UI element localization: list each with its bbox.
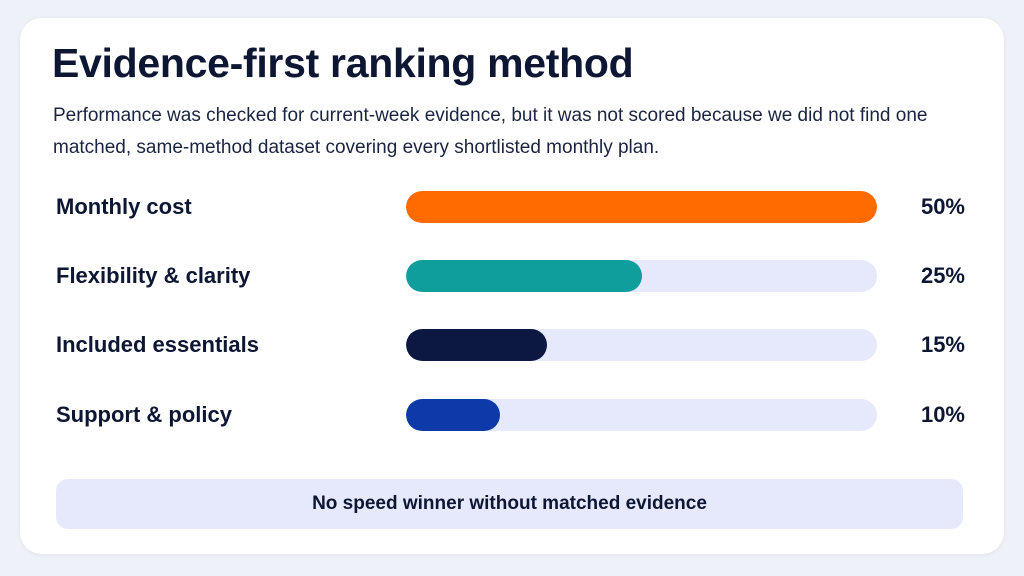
- ranking-method-card: Evidence-first ranking method Performanc…: [20, 18, 1004, 554]
- weight-bar-track: [406, 399, 877, 431]
- weight-bar-fill: [406, 191, 877, 223]
- weight-label: Flexibility & clarity: [56, 263, 251, 288]
- weight-bar-fill: [406, 399, 501, 431]
- weight-row: Flexibility & clarity 25%: [20, 260, 1004, 292]
- weight-value: 25%: [920, 263, 965, 288]
- weight-bar-fill: [406, 329, 548, 361]
- weight-bar-fill: [406, 260, 642, 292]
- weight-label: Included essentials: [56, 332, 259, 357]
- page-title: Evidence-first ranking method: [52, 40, 634, 86]
- weight-bar-track: [406, 329, 877, 361]
- weight-value: 50%: [920, 194, 965, 219]
- weight-value: 15%: [920, 332, 965, 357]
- weight-row: Support & policy 10%: [20, 399, 1004, 431]
- weight-bar-track: [406, 260, 877, 292]
- weight-label: Monthly cost: [56, 194, 192, 219]
- weight-row: Monthly cost 50%: [20, 191, 1004, 223]
- weight-label: Support & policy: [56, 402, 232, 427]
- weight-bar-chart: Monthly cost 50% Flexibility & clarity 25% I…: [20, 18, 1004, 554]
- weight-row: Included essentials 15%: [20, 329, 1004, 361]
- evidence-note-banner: No speed winner without matched evidence: [56, 479, 963, 529]
- weight-bar-track: [406, 191, 877, 223]
- weight-value: 10%: [920, 402, 965, 427]
- page-subtitle: Performance was checked for current-week…: [53, 105, 928, 158]
